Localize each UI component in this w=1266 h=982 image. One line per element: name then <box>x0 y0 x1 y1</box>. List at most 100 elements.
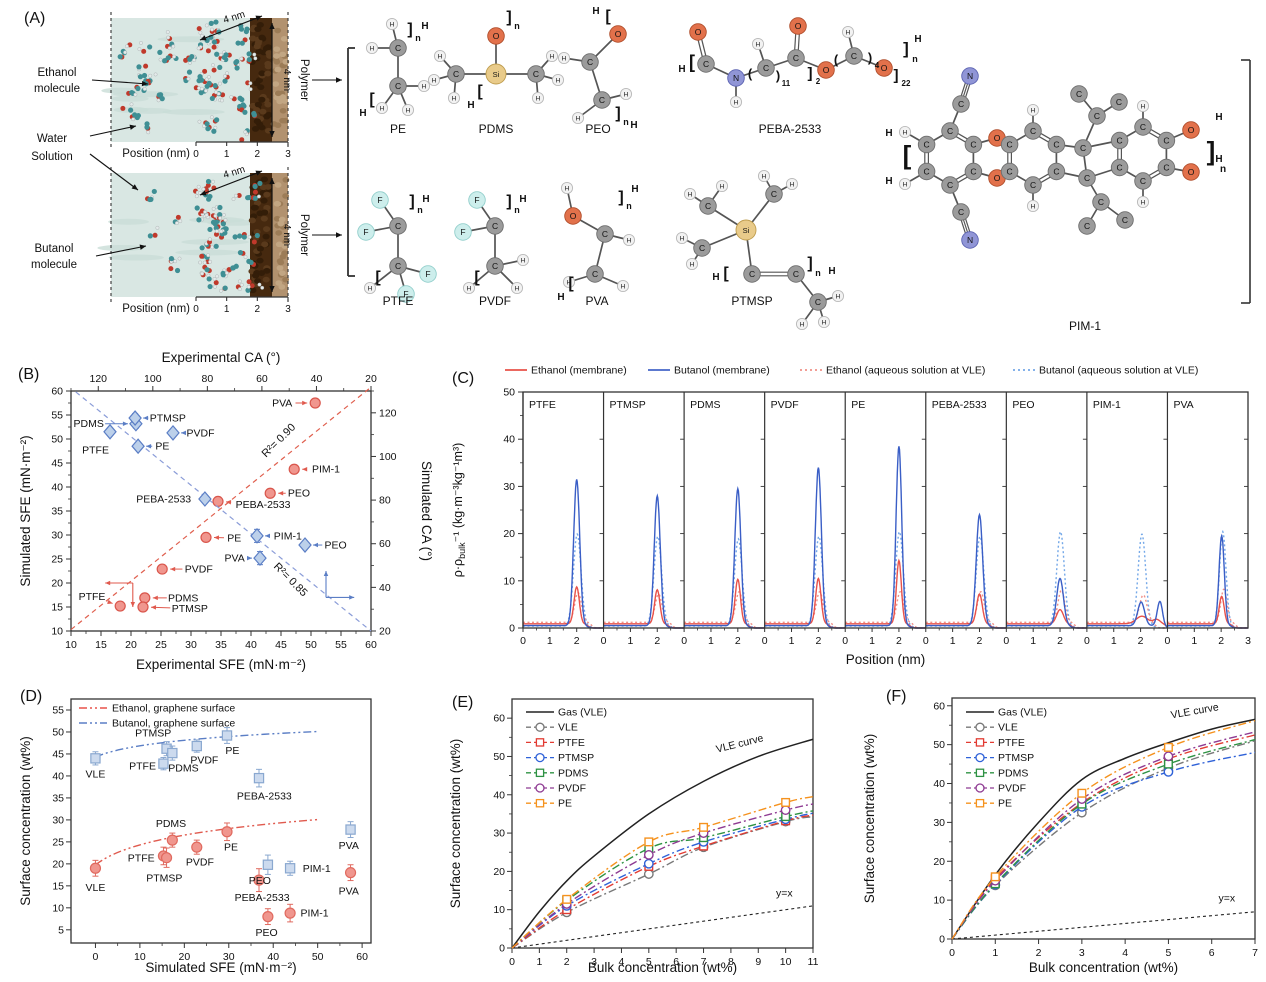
svg-text:PDMS: PDMS <box>168 763 198 775</box>
svg-text:10: 10 <box>503 575 515 587</box>
svg-text:6: 6 <box>673 956 679 968</box>
svg-text:15: 15 <box>51 602 63 614</box>
svg-text:O: O <box>994 133 1001 143</box>
svg-text:C: C <box>703 59 709 69</box>
panel-c-label: (C) <box>452 370 475 387</box>
svg-text:H: H <box>380 105 385 112</box>
svg-text:0: 0 <box>949 947 955 959</box>
svg-text:5: 5 <box>1166 947 1172 959</box>
svg-text:H: H <box>1031 107 1036 114</box>
svg-text:20: 20 <box>503 528 515 540</box>
svg-text:PVA: PVA <box>339 840 359 852</box>
svg-text:0: 0 <box>923 635 929 647</box>
svg-text:n: n <box>417 205 423 215</box>
panel-e-label: (E) <box>452 694 474 711</box>
svg-text:1: 1 <box>1191 635 1197 647</box>
svg-text:Water: Water <box>37 133 67 145</box>
svg-text:PTFE: PTFE <box>383 294 414 308</box>
svg-text:y=x: y=x <box>776 887 793 899</box>
panel-a-illustration: 0 1 2 3 Position (nm) 4 nm 4 nm Polymer 0 1 2 3 Posi… <box>31 6 1251 333</box>
svg-text:0: 0 <box>193 149 199 160</box>
svg-text:45: 45 <box>52 748 64 760</box>
svg-text:Ethanol (aqueous solution at V: Ethanol (aqueous solution at VLE) <box>826 365 985 377</box>
svg-text:PTFE: PTFE <box>82 444 109 456</box>
svg-text:H: H <box>630 120 637 131</box>
svg-text:35: 35 <box>51 506 63 518</box>
svg-text:]: ] <box>615 105 620 122</box>
svg-text:F: F <box>474 195 479 205</box>
panel-b-label: (B) <box>18 366 40 383</box>
svg-text:molecule: molecule <box>31 259 77 271</box>
svg-text:C: C <box>1098 197 1104 207</box>
svg-text:H: H <box>368 285 373 292</box>
svg-text:H: H <box>624 91 629 98</box>
svg-text:C: C <box>492 221 498 231</box>
svg-text:2: 2 <box>815 635 821 647</box>
svg-text:Ethanol (membrane): Ethanol (membrane) <box>531 365 627 377</box>
svg-text:C: C <box>958 99 964 109</box>
svg-text:C: C <box>815 297 821 307</box>
svg-text:O: O <box>795 21 802 31</box>
panel-f-chart: 0 1 2 3 4 5 6 7 0 10 20 30 40 50 60 Bulk concentration … <box>862 697 1258 975</box>
svg-text:PVDF: PVDF <box>479 294 511 308</box>
svg-text:C: C <box>699 243 705 253</box>
svg-text:PEBA-2533: PEBA-2533 <box>932 399 987 411</box>
svg-text:PEBA-2533: PEBA-2533 <box>236 499 291 511</box>
molecule-PIM-1: CCCCCCCNCNHHOOCCCCCCHHCCCCCCCCCCCCCCOOHH… <box>885 59 1251 304</box>
svg-text:C: C <box>1084 173 1090 183</box>
svg-text:11: 11 <box>782 79 791 88</box>
svg-text:Bulk concentration (wt%): Bulk concentration (wt%) <box>588 960 737 975</box>
svg-text:H: H <box>790 181 795 188</box>
svg-text:25: 25 <box>52 836 64 848</box>
svg-text:PIM-1: PIM-1 <box>303 863 331 875</box>
svg-text:O: O <box>823 65 830 75</box>
svg-text:H: H <box>1215 112 1222 123</box>
series-PTMSP <box>511 812 814 949</box>
svg-text:4: 4 <box>1122 947 1128 959</box>
svg-text:50: 50 <box>933 739 945 751</box>
svg-text:H: H <box>678 64 685 75</box>
svg-text:C: C <box>1163 136 1169 146</box>
svg-text:C: C <box>1007 140 1013 150</box>
svg-text:0: 0 <box>520 635 526 647</box>
svg-text:H: H <box>846 29 851 36</box>
svg-text:VLE: VLE <box>86 882 106 894</box>
svg-text:C: C <box>395 261 401 271</box>
svg-text:[: [ <box>903 140 912 170</box>
svg-text:N: N <box>733 73 739 83</box>
svg-text:PTMSP: PTMSP <box>172 603 208 615</box>
svg-text:40: 40 <box>52 770 64 782</box>
svg-text:H: H <box>631 184 638 195</box>
density-panel-PEBA-2533 <box>925 512 1007 629</box>
svg-text:15: 15 <box>95 639 107 651</box>
svg-text:C: C <box>533 69 539 79</box>
svg-text:PVDF: PVDF <box>771 399 799 411</box>
series-PE <box>951 719 1256 940</box>
svg-text:40: 40 <box>267 951 279 963</box>
svg-text:PE: PE <box>390 122 406 136</box>
svg-text:C: C <box>1053 167 1059 177</box>
svg-text:PTMSP: PTMSP <box>146 872 182 884</box>
svg-text:PIM-1: PIM-1 <box>301 908 329 920</box>
legend: Gas (VLE) VLE PTFE PTMSP PDMS PVDF PE <box>966 707 1047 810</box>
density-panel-PVDF <box>764 467 846 629</box>
svg-text:VLE curve: VLE curve <box>715 732 765 755</box>
svg-text:9: 9 <box>755 956 761 968</box>
svg-text:2: 2 <box>255 149 261 160</box>
svg-text:3: 3 <box>285 149 291 160</box>
svg-text:30: 30 <box>933 817 945 829</box>
svg-text:H: H <box>800 321 805 328</box>
svg-text:50: 50 <box>51 434 63 446</box>
svg-text:PVDF: PVDF <box>185 564 213 576</box>
svg-text:60: 60 <box>379 538 391 550</box>
svg-text:C: C <box>793 53 799 63</box>
svg-text:C: C <box>1163 163 1169 173</box>
panel-f-label: (F) <box>886 688 907 705</box>
svg-text:PVDF: PVDF <box>187 427 215 439</box>
svg-text:50: 50 <box>52 726 64 738</box>
